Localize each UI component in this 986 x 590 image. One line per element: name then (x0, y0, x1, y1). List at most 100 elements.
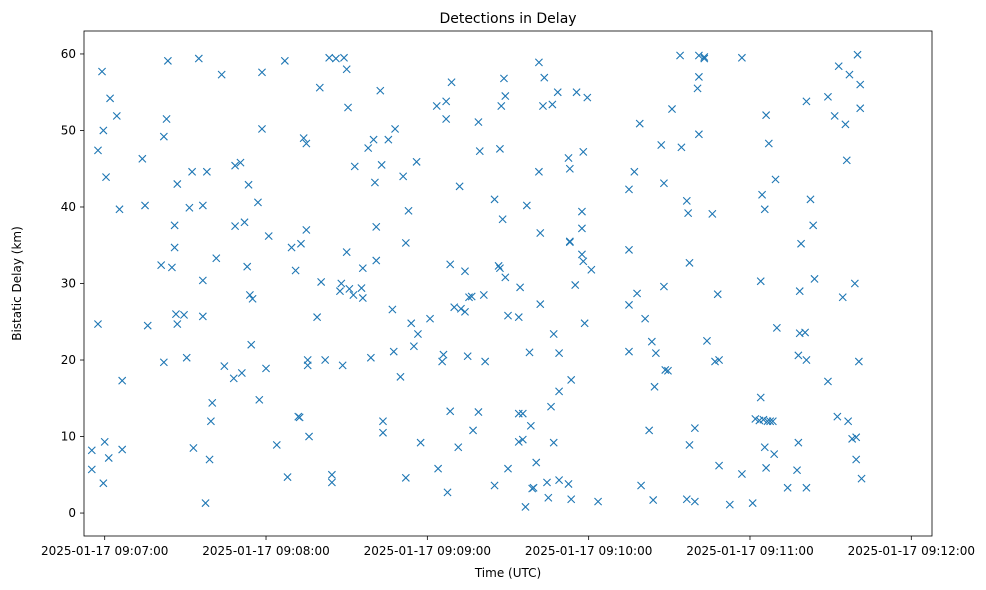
data-point (579, 147, 588, 156)
data-point (305, 432, 314, 441)
data-point (553, 88, 562, 97)
data-point (647, 337, 656, 346)
data-point (525, 348, 534, 357)
data-point (372, 256, 381, 265)
data-point (287, 243, 296, 252)
data-point (399, 172, 408, 181)
data-point (321, 356, 330, 365)
data-point (682, 495, 691, 504)
data-point (376, 86, 385, 95)
data-point (694, 130, 703, 139)
data-point (577, 207, 586, 216)
data-point (555, 387, 564, 396)
y-axis: 0 10 20 30 40 50 60 (61, 47, 84, 520)
data-point (760, 443, 769, 452)
data-point (338, 361, 347, 370)
data-point (100, 437, 109, 446)
data-point (474, 408, 483, 417)
data-point (833, 412, 842, 421)
data-point (171, 310, 180, 319)
data-point (240, 218, 249, 227)
data-point (760, 205, 769, 214)
data-point (138, 154, 147, 163)
data-point (536, 229, 545, 237)
data-point (810, 274, 819, 283)
data-point (567, 495, 576, 504)
data-point (93, 146, 102, 155)
data-point (702, 336, 711, 345)
data-point (412, 157, 421, 166)
data-point (504, 311, 512, 320)
data-point (283, 473, 292, 482)
data-point (795, 287, 804, 296)
data-point (112, 111, 121, 120)
data-point (118, 445, 127, 454)
data-point (99, 126, 108, 135)
data-point (540, 73, 549, 82)
data-point (490, 481, 499, 490)
data-point (409, 342, 418, 351)
x-tick-label: 2025-01-17 09:12:00 (848, 544, 975, 558)
data-point (768, 417, 777, 426)
data-point (801, 328, 810, 337)
y-axis-label: Bistatic Delay (km) (10, 226, 24, 341)
data-point (98, 67, 107, 76)
data-point (682, 196, 691, 205)
data-point (87, 465, 96, 474)
x-tick-label: 2025-01-17 09:11:00 (686, 544, 813, 558)
data-point (438, 357, 447, 366)
data-point (357, 284, 366, 293)
data-point (625, 300, 633, 309)
data-point (771, 175, 780, 184)
data-point (677, 143, 686, 152)
x-tick-label: 2025-01-17 09:08:00 (202, 544, 329, 558)
data-point (198, 312, 207, 321)
data-point (737, 53, 746, 62)
data-point (302, 139, 311, 148)
data-point (104, 453, 113, 462)
data-point (625, 245, 633, 254)
data-point (650, 382, 659, 391)
data-point (521, 502, 530, 511)
data-point (571, 281, 580, 290)
data-point (370, 178, 379, 187)
data-point (587, 265, 596, 274)
data-point (434, 464, 443, 473)
data-point (668, 105, 676, 114)
data-point (802, 97, 811, 106)
data-point (460, 267, 469, 276)
data-point (579, 257, 588, 266)
x-axis-label: Time (UTC) (474, 566, 541, 580)
data-point (565, 237, 574, 246)
data-point (516, 283, 525, 292)
data-point (157, 261, 166, 270)
data-point (280, 56, 289, 65)
data-point (350, 162, 359, 171)
data-point (439, 350, 448, 359)
data-point (454, 443, 463, 452)
data-point (93, 320, 102, 329)
data-point (349, 290, 358, 299)
data-point (690, 424, 699, 433)
y-tick-label: 50 (61, 123, 76, 137)
data-point (474, 118, 483, 127)
data-point (159, 132, 168, 141)
data-point (456, 304, 465, 313)
data-point (99, 479, 108, 488)
data-point (715, 461, 724, 470)
data-point (637, 481, 646, 490)
data-point (291, 266, 300, 275)
data-point (87, 446, 96, 455)
points-layer (87, 50, 866, 511)
data-point (342, 248, 351, 257)
data-point (378, 417, 387, 426)
data-point (446, 407, 455, 416)
data-point (762, 463, 771, 472)
data-point (372, 222, 381, 231)
data-point (389, 347, 398, 356)
data-point (303, 361, 312, 370)
data-point (809, 221, 818, 230)
data-point (737, 470, 746, 479)
data-point (327, 478, 336, 487)
data-point (713, 290, 722, 299)
